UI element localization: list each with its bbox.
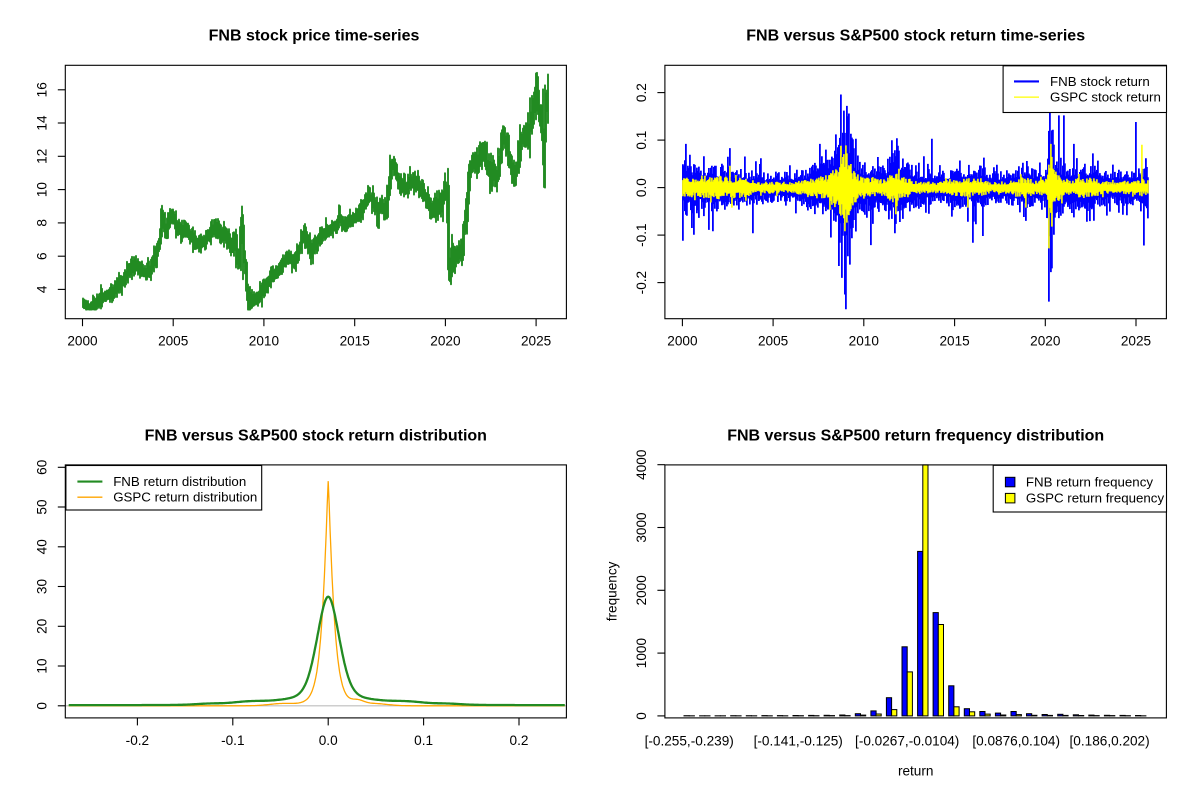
svg-text:50: 50: [34, 499, 49, 515]
svg-text:20: 20: [34, 618, 49, 634]
svg-text:-0.1: -0.1: [634, 223, 649, 246]
svg-text:0: 0: [34, 702, 49, 710]
svg-text:[-0.255,-0.239): [-0.255,-0.239): [645, 734, 734, 749]
svg-text:10: 10: [34, 182, 49, 198]
svg-text:FNB versus S&P500 return frequ: FNB versus S&P500 return frequency distr…: [727, 427, 1104, 444]
svg-text:6: 6: [34, 252, 49, 260]
svg-text:2005: 2005: [758, 334, 788, 349]
svg-text:[0.0876,0.104): [0.0876,0.104): [972, 734, 1060, 749]
svg-text:FNB versus S&P500 stock return: FNB versus S&P500 stock return distribut…: [145, 427, 487, 444]
svg-text:4000: 4000: [634, 449, 649, 480]
svg-text:16: 16: [34, 82, 49, 97]
svg-text:0: 0: [634, 712, 649, 720]
svg-text:0.0: 0.0: [634, 178, 649, 197]
svg-text:FNB versus S&P500 stock return: FNB versus S&P500 stock return time-seri…: [746, 27, 1085, 44]
svg-text:2000: 2000: [667, 334, 698, 349]
svg-text:2025: 2025: [521, 334, 551, 349]
svg-text:2000: 2000: [67, 334, 98, 349]
svg-text:-0.2: -0.2: [634, 271, 649, 294]
svg-text:3000: 3000: [634, 512, 649, 543]
svg-text:-0.1: -0.1: [221, 733, 244, 748]
svg-text:2010: 2010: [249, 334, 280, 349]
svg-text:FNB stock price time-series: FNB stock price time-series: [209, 27, 420, 44]
svg-text:1000: 1000: [634, 638, 649, 669]
svg-text:8: 8: [34, 219, 49, 227]
svg-text:0.0: 0.0: [319, 733, 338, 748]
svg-text:-0.2: -0.2: [126, 733, 149, 748]
svg-text:[0.186,0.202): [0.186,0.202): [1070, 734, 1150, 749]
svg-text:40: 40: [34, 539, 49, 555]
svg-text:30: 30: [34, 579, 49, 595]
svg-text:10: 10: [34, 658, 49, 674]
svg-text:FNB return frequency: FNB return frequency: [1026, 474, 1153, 489]
svg-text:60: 60: [34, 459, 49, 475]
svg-text:2015: 2015: [939, 334, 969, 349]
svg-text:FNB return distribution: FNB return distribution: [113, 474, 246, 489]
svg-text:return: return: [898, 764, 934, 779]
svg-text:[-0.141,-0.125): [-0.141,-0.125): [754, 734, 843, 749]
svg-text:4: 4: [34, 285, 49, 293]
svg-text:2005: 2005: [158, 334, 188, 349]
svg-text:2025: 2025: [1121, 334, 1151, 349]
svg-text:GSPC return distribution: GSPC return distribution: [113, 490, 257, 505]
svg-text:GSPC return frequency: GSPC return frequency: [1026, 490, 1165, 505]
svg-text:0.2: 0.2: [510, 733, 529, 748]
svg-text:12: 12: [34, 149, 49, 164]
svg-text:2000: 2000: [634, 575, 649, 606]
svg-text:2015: 2015: [340, 334, 370, 349]
svg-text:FNB stock return: FNB stock return: [1050, 74, 1150, 89]
svg-text:0.2: 0.2: [634, 83, 649, 102]
svg-text:frequency: frequency: [605, 561, 620, 621]
svg-text:2020: 2020: [1030, 334, 1061, 349]
svg-text:2020: 2020: [430, 334, 461, 349]
svg-text:2010: 2010: [849, 334, 880, 349]
svg-text:14: 14: [34, 115, 49, 131]
svg-text:GSPC stock return: GSPC stock return: [1050, 90, 1161, 105]
svg-text:[-0.0267,-0.0104): [-0.0267,-0.0104): [855, 734, 959, 749]
svg-text:0.1: 0.1: [414, 733, 433, 748]
svg-text:0.1: 0.1: [634, 131, 649, 150]
